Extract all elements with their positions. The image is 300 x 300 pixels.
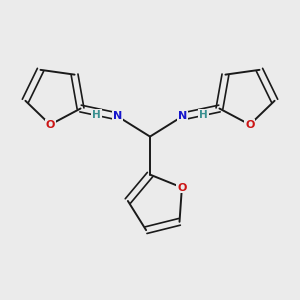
Text: O: O — [245, 120, 254, 130]
Text: H: H — [92, 110, 101, 120]
Text: O: O — [177, 182, 187, 193]
Text: N: N — [178, 111, 187, 122]
Text: O: O — [46, 120, 55, 130]
Text: H: H — [199, 110, 208, 120]
Text: N: N — [113, 111, 122, 122]
